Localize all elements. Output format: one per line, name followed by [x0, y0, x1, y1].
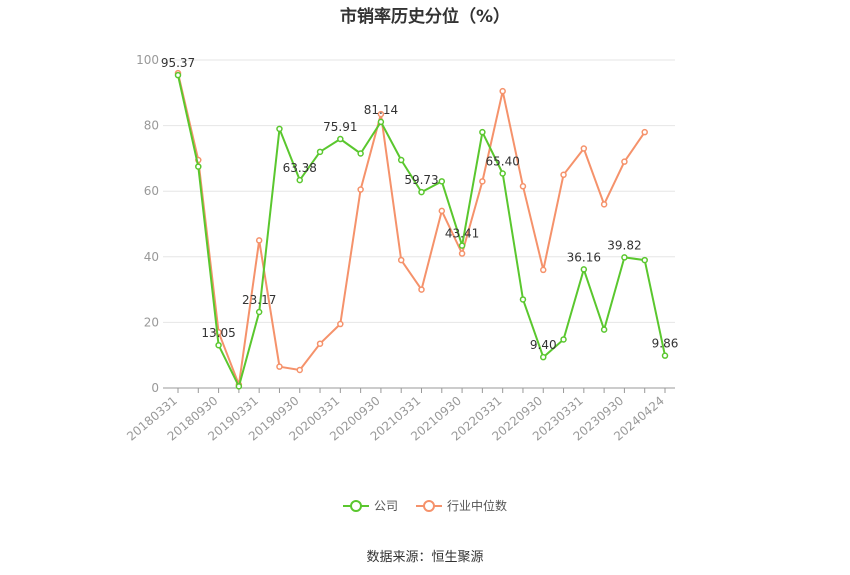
data-point-company: [458, 242, 466, 249]
data-point-industry: [357, 186, 364, 193]
data-point-industry: [641, 128, 648, 136]
data-label: 95.37: [161, 56, 195, 70]
data-point-industry: [316, 340, 324, 347]
series-lines: [174, 69, 669, 390]
data-point-company: [215, 341, 222, 349]
data-point-company: [661, 352, 669, 359]
data-point-company: [641, 256, 648, 264]
data-point-industry: [255, 237, 263, 244]
data-point-industry: [337, 320, 344, 328]
data-point-company: [235, 383, 243, 390]
y-tick-label: 80: [144, 119, 159, 133]
data-point-company: [296, 176, 303, 184]
data-label: 43.41: [445, 227, 479, 241]
y-tick-label: 20: [144, 315, 159, 329]
data-label: 9.40: [530, 338, 557, 352]
data-point-company: [560, 336, 567, 343]
data-point-industry: [560, 171, 567, 179]
data-point-industry: [458, 250, 466, 257]
data-point-company: [580, 266, 588, 273]
data-label: 23.17: [242, 293, 276, 307]
data-point-industry: [519, 183, 527, 190]
data-label: 39.82: [607, 238, 641, 252]
data-label: 65.40: [485, 154, 519, 168]
data-point-company: [316, 148, 324, 156]
data-point-industry: [580, 145, 588, 152]
y-tick-label: 60: [144, 184, 159, 198]
data-label: 59.73: [404, 173, 438, 187]
legend-label-company: 公司: [373, 499, 398, 513]
y-tick-label: 0: [151, 381, 159, 395]
data-point-industry: [600, 201, 608, 208]
data-point-company: [600, 326, 608, 333]
data-label: 36.16: [567, 250, 601, 264]
data-point-industry: [276, 363, 283, 370]
data-point-company: [174, 71, 182, 79]
data-point-company: [337, 135, 344, 143]
data-point-industry: [479, 178, 486, 185]
data-point-company: [377, 118, 385, 126]
data-point-company: [479, 128, 486, 136]
line-chart: 0204060801002018033120180930201903312019…: [124, 53, 679, 444]
chart-title: 市销率历史分位（%）: [339, 7, 511, 27]
legend-marker-industry: [416, 499, 442, 513]
data-point-company: [357, 150, 364, 157]
series-line-company: [177, 74, 666, 388]
data-point-industry: [397, 256, 405, 264]
data-point-company: [499, 170, 506, 177]
data-point-company: [519, 296, 527, 303]
source-note: 数据来源：恒生聚源: [366, 550, 484, 565]
data-point-company: [438, 178, 446, 185]
legend-item-industry[interactable]: 行业中位数: [416, 497, 507, 514]
legend-label-industry: 行业中位数: [447, 499, 508, 513]
data-point-company: [540, 353, 547, 361]
data-point-industry: [418, 286, 425, 293]
data-point-industry: [540, 266, 547, 274]
legend-item-company[interactable]: 公司: [342, 497, 398, 514]
data-point-company: [621, 254, 628, 261]
data-labels: 95.37 13.05 23.17 63.38 75.91 81.14 59.73 43.41…: [161, 56, 679, 352]
data-point-company: [195, 163, 202, 170]
legend-marker-company: [342, 499, 369, 513]
data-point-company: [418, 188, 425, 196]
data-label: 81.14: [364, 103, 398, 117]
data-label: 9.86: [652, 337, 679, 351]
data-point-company: [255, 308, 263, 316]
y-tick-label: 40: [144, 250, 159, 264]
data-point-industry: [499, 87, 506, 95]
data-label: 13.05: [201, 326, 235, 340]
data-point-industry: [438, 207, 446, 215]
legend: 公司 行业中位数: [0, 497, 850, 514]
data-point-industry: [296, 366, 303, 374]
data-point-company: [397, 156, 405, 164]
y-tick-label: 100: [136, 53, 159, 67]
data-point-company: [276, 125, 283, 133]
data-point-industry: [621, 158, 628, 165]
data-point-industry: [377, 110, 385, 118]
data-label: 75.91: [323, 120, 357, 134]
series-line-industry: [177, 72, 646, 386]
data-label: 63.38: [283, 161, 317, 175]
